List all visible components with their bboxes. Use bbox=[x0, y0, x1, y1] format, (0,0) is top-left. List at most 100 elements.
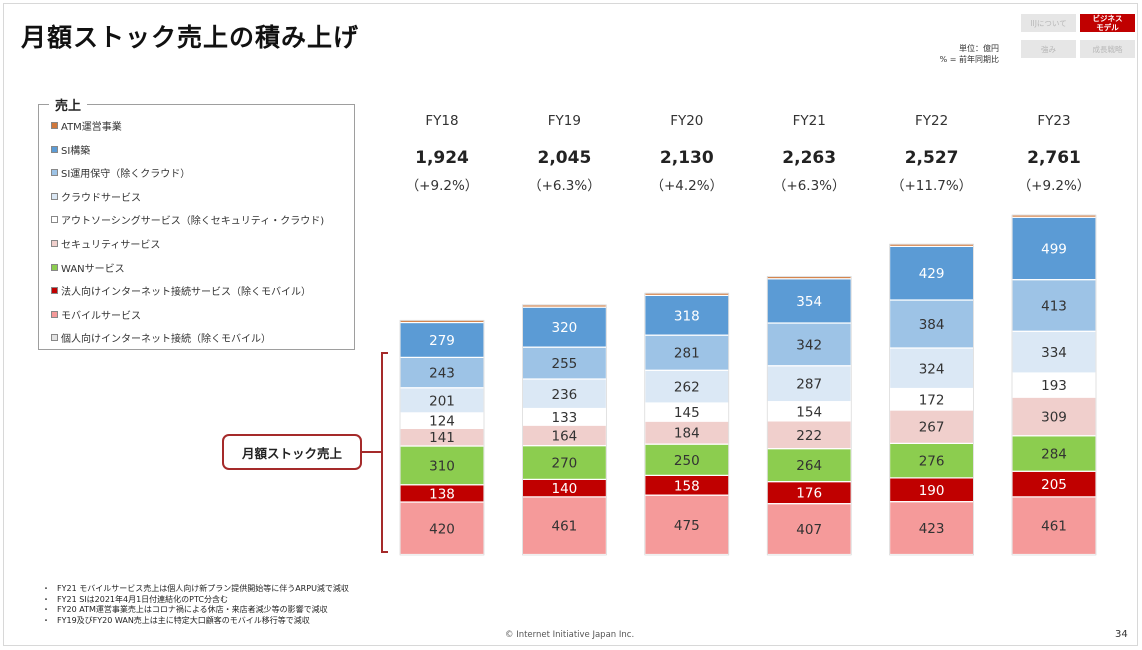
category-label: FY18 bbox=[425, 113, 458, 129]
legend-swatch bbox=[51, 333, 58, 341]
page-title: 月額ストック売上の積み上げ bbox=[21, 23, 360, 52]
bar-segment bbox=[766, 448, 852, 483]
bar-segment bbox=[766, 365, 852, 403]
total-label: 2,263 bbox=[782, 148, 836, 168]
segment-label: 342 bbox=[796, 337, 822, 353]
stock-bracket bbox=[381, 352, 388, 553]
legend-item: モバイルサービス bbox=[51, 307, 141, 322]
segment-label: 145 bbox=[674, 405, 700, 421]
legend-item: SI運用保守（除くクラウド） bbox=[51, 165, 191, 180]
segment-label: 267 bbox=[919, 420, 945, 436]
segment-label: 423 bbox=[919, 521, 945, 537]
segment-label: 413 bbox=[1041, 298, 1067, 314]
segment-label: 262 bbox=[674, 380, 700, 396]
total-label: 1,924 bbox=[415, 148, 469, 168]
segment-label: 154 bbox=[796, 404, 822, 420]
unit-line-1: 単位：億円 bbox=[959, 44, 999, 53]
legend-swatch bbox=[51, 310, 58, 318]
segment-label: 236 bbox=[552, 387, 578, 403]
legend-swatch bbox=[51, 286, 58, 294]
yoy-label: （+11.7%） bbox=[891, 178, 972, 194]
legend-label: 法人向けインターネット接続サービス（除くモバイル） bbox=[61, 286, 311, 298]
bar-segment bbox=[766, 275, 852, 280]
bar-segment bbox=[888, 245, 975, 301]
bar-segment bbox=[1011, 214, 1097, 218]
segment-label: 201 bbox=[429, 393, 455, 409]
segment-label: 461 bbox=[552, 519, 578, 535]
legend-label: クラウドサービス bbox=[61, 192, 141, 204]
segment-label: 190 bbox=[919, 483, 945, 499]
nav-business-model-button[interactable]: ビジネス モデル bbox=[1080, 14, 1135, 32]
yoy-label: （+6.3%） bbox=[773, 178, 846, 194]
segment-label: 384 bbox=[919, 317, 945, 333]
legend-swatch bbox=[51, 215, 58, 223]
legend-label: 個人向けインターネット接続（除くモバイル） bbox=[61, 333, 271, 345]
bar-segment bbox=[644, 292, 730, 296]
page-number: 34 bbox=[1115, 629, 1128, 640]
bar-outline bbox=[399, 319, 485, 556]
footnote: FY21 SIは2021年4月1日付連結化のPTC分含む bbox=[42, 595, 562, 606]
segment-label: 141 bbox=[429, 430, 455, 446]
segment-label: 140 bbox=[552, 481, 578, 497]
bar-segment bbox=[1011, 216, 1097, 281]
bar-segment bbox=[521, 306, 608, 348]
total-label: 2,130 bbox=[660, 148, 714, 168]
bar-segment bbox=[399, 321, 485, 358]
bar-segment bbox=[1011, 279, 1097, 332]
legend-item: セキュリティサービス bbox=[51, 236, 160, 251]
legend-label: SI構築 bbox=[61, 145, 91, 157]
legend-swatch bbox=[51, 239, 58, 247]
yoy-label: （+6.3%） bbox=[528, 178, 601, 194]
bar-segment bbox=[1011, 496, 1097, 556]
legend-title: 売上 bbox=[49, 95, 88, 114]
unit-line-2: % = 前年同期比 bbox=[939, 55, 999, 64]
footnote: FY20 ATM運営事業売上はコロナ禍による休店・来店者減少等の影響で減収 bbox=[42, 605, 562, 616]
segment-label: 320 bbox=[552, 320, 578, 336]
segment-label: 205 bbox=[1041, 477, 1067, 493]
category-label: FY22 bbox=[915, 113, 948, 129]
segment-label: 475 bbox=[674, 518, 700, 534]
segment-label: 279 bbox=[429, 333, 455, 349]
bar-outline bbox=[766, 276, 852, 556]
bar-outline bbox=[644, 292, 730, 556]
segment-label: 158 bbox=[674, 478, 700, 494]
unit-note: 単位：億円 % = 前年同期比 bbox=[884, 43, 999, 65]
bar-outline bbox=[889, 243, 974, 556]
yoy-label: （+4.2%） bbox=[650, 178, 723, 194]
nav-about-button[interactable]: IIJについて bbox=[1021, 14, 1076, 32]
segment-label: 281 bbox=[674, 346, 700, 362]
segment-label: 284 bbox=[1041, 447, 1067, 463]
nav-strengths-button[interactable]: 強み bbox=[1021, 40, 1076, 58]
bar-segment bbox=[888, 299, 975, 349]
segment-label: 270 bbox=[552, 456, 578, 472]
legend-label: SI運用保守（除くクラウド） bbox=[61, 168, 191, 180]
legend-swatch bbox=[51, 121, 58, 129]
segment-label: 250 bbox=[674, 453, 700, 469]
category-label: FY20 bbox=[670, 113, 703, 129]
footnote: FY21 モバイルサービス売上は個人向け新プラン提供開始等に伴うARPU減で減収 bbox=[42, 584, 562, 595]
stock-sales-callout: 月額ストック売上 bbox=[222, 434, 362, 470]
bar-segment bbox=[521, 445, 608, 480]
bar-segment bbox=[888, 501, 975, 556]
legend-label: アウトソーシングサービス（除くセキュリティ・クラウド) bbox=[61, 215, 325, 227]
bar-segment bbox=[399, 445, 485, 486]
nav-growth-strategy-button[interactable]: 成長戦略 bbox=[1080, 40, 1135, 58]
bar-segment bbox=[644, 443, 730, 476]
segment-label: 276 bbox=[919, 454, 945, 470]
segment-label: 407 bbox=[796, 522, 822, 538]
bar-segment bbox=[1011, 470, 1097, 498]
segment-label: 354 bbox=[796, 294, 822, 310]
segment-label: 124 bbox=[429, 414, 455, 430]
segment-label: 334 bbox=[1041, 345, 1067, 361]
segment-label: 193 bbox=[1041, 378, 1067, 394]
legend-label: WANサービス bbox=[61, 263, 125, 275]
legend-item: ATM運営事業 bbox=[51, 118, 122, 133]
segment-label: 461 bbox=[1041, 519, 1067, 535]
segment-label: 176 bbox=[796, 486, 822, 502]
legend-item: アウトソーシングサービス（除くセキュリティ・クラウド) bbox=[51, 212, 325, 227]
yoy-label: （+9.2%） bbox=[406, 178, 479, 194]
segment-label: 499 bbox=[1041, 241, 1067, 257]
segment-label: 287 bbox=[796, 377, 822, 393]
